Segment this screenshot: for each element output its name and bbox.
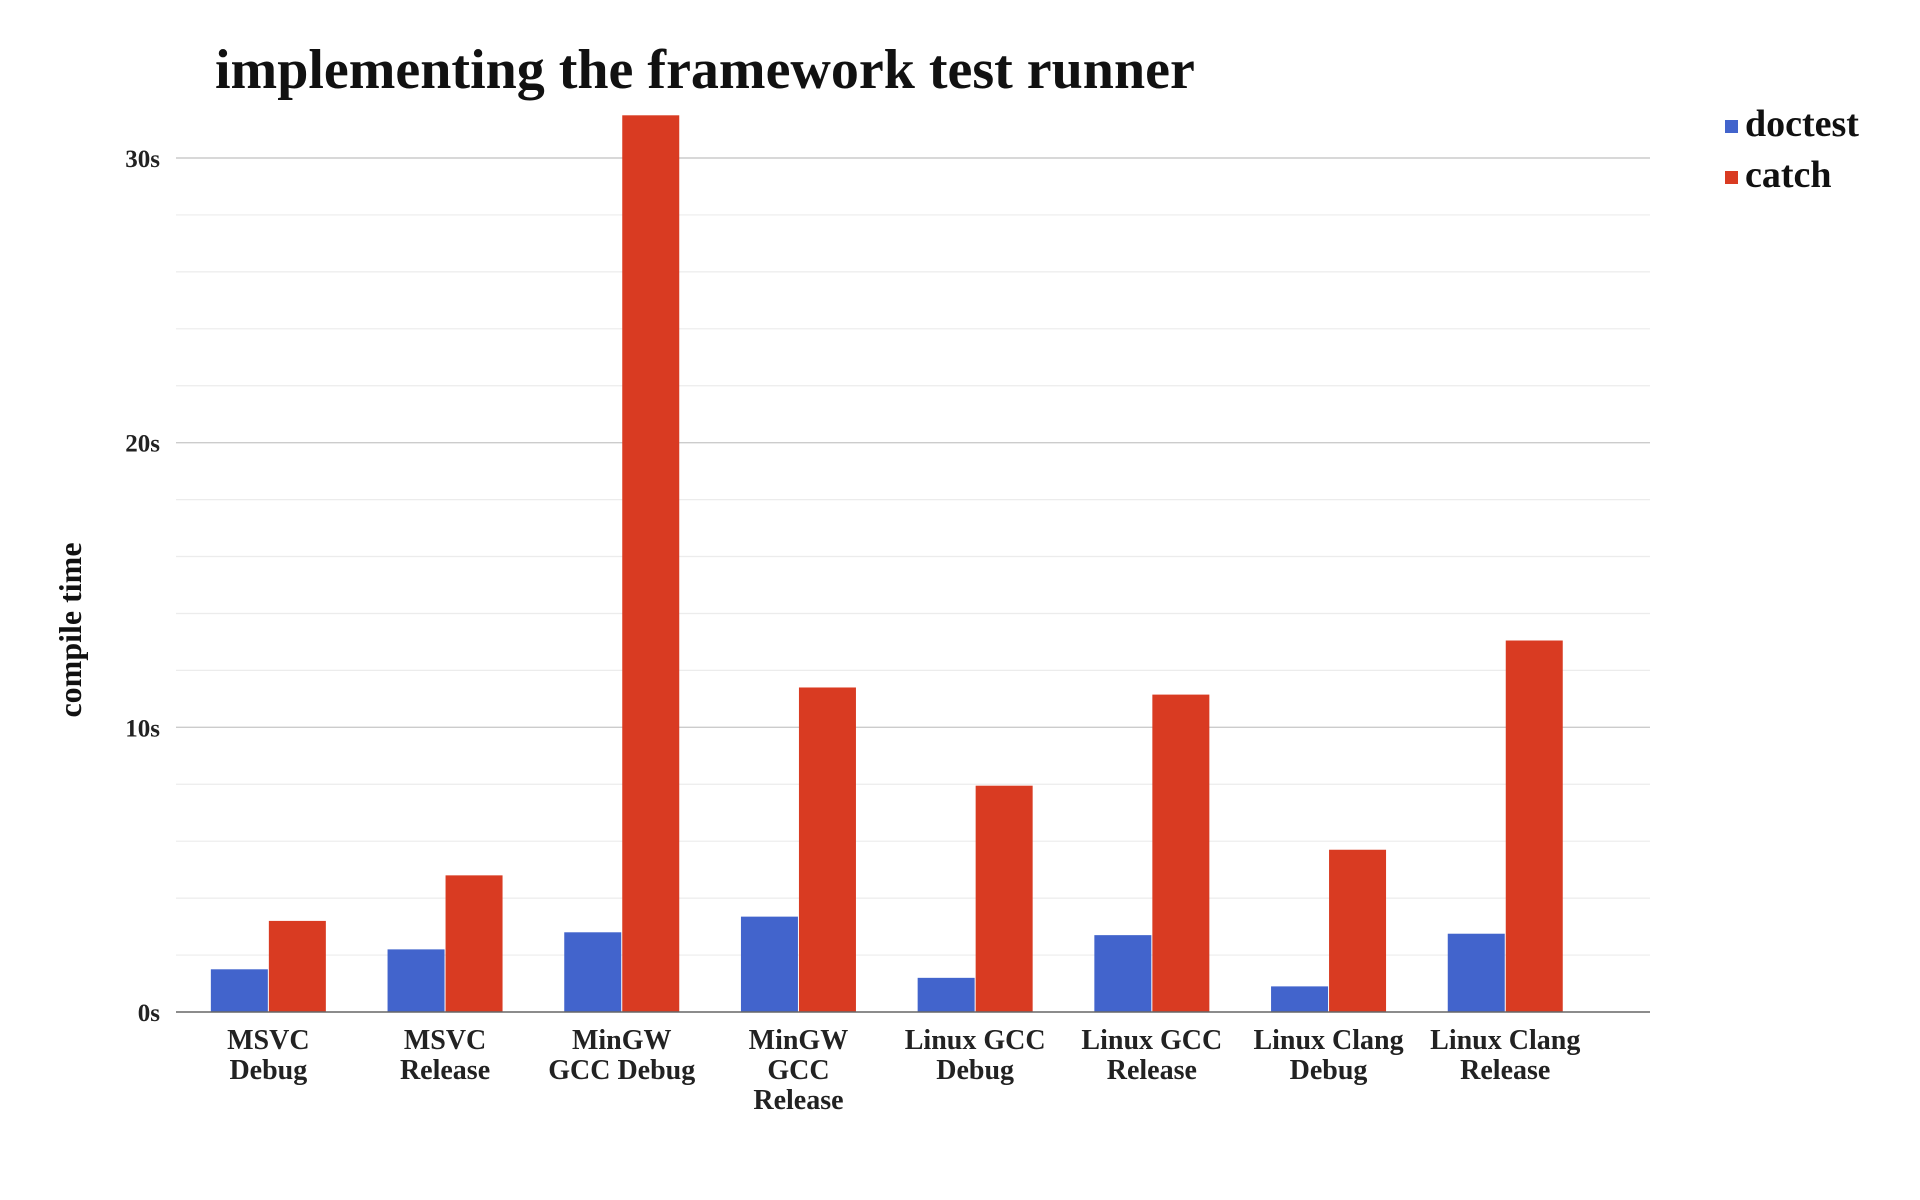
bar-doctest (917, 977, 975, 1012)
x-category-label: Linux Clang Debug (1253, 1025, 1403, 1086)
x-category-label: Linux GCC Debug (905, 1025, 1046, 1086)
x-category-label: MinGW GCC Release (749, 1025, 849, 1116)
bar-catch (268, 920, 326, 1012)
bar-catch (798, 687, 856, 1012)
x-category-label: Linux Clang Release (1430, 1025, 1580, 1086)
bars (210, 115, 1563, 1013)
gridlines (176, 157, 1650, 956)
legend-label: catch (1745, 154, 1832, 196)
bar-catch (1329, 849, 1387, 1012)
y-tick-label: 0s (138, 1000, 161, 1027)
bar-catch (445, 875, 503, 1012)
bar-doctest (210, 969, 268, 1012)
bar-catch (622, 115, 680, 1013)
y-tick-label: 20s (125, 431, 160, 458)
legend-swatch (1725, 120, 1738, 133)
bar-doctest (1094, 935, 1152, 1012)
x-axis-labels: MSVC Debug MSVC Release MinGW GCC Debug MinGW G… (227, 1025, 1580, 1116)
bar-doctest (1447, 933, 1505, 1012)
legend-label: doctest (1745, 103, 1859, 145)
bar-doctest (740, 916, 798, 1012)
bar-doctest (1271, 986, 1329, 1012)
y-axis-title: compile time (52, 542, 88, 717)
x-category-label: Linux GCC Release (1081, 1025, 1222, 1086)
chart-title: implementing the framework test runner (215, 39, 1195, 101)
bar-catch (1152, 694, 1210, 1012)
bar-doctest (564, 932, 622, 1012)
y-axis-ticks: 0s 10s 20s 30s (125, 146, 160, 1027)
bar-catch (1505, 640, 1563, 1012)
legend-swatch (1725, 171, 1738, 184)
legend: doctest catch (1725, 103, 1859, 196)
bar-catch (975, 785, 1033, 1012)
y-tick-label: 30s (125, 146, 160, 173)
y-tick-label: 10s (125, 715, 160, 742)
x-category-label: MinGW GCC Debug (548, 1025, 695, 1086)
bar-doctest (387, 949, 445, 1012)
x-category-label: MSVC Release (400, 1025, 490, 1086)
x-category-label: MSVC Debug (227, 1025, 309, 1086)
